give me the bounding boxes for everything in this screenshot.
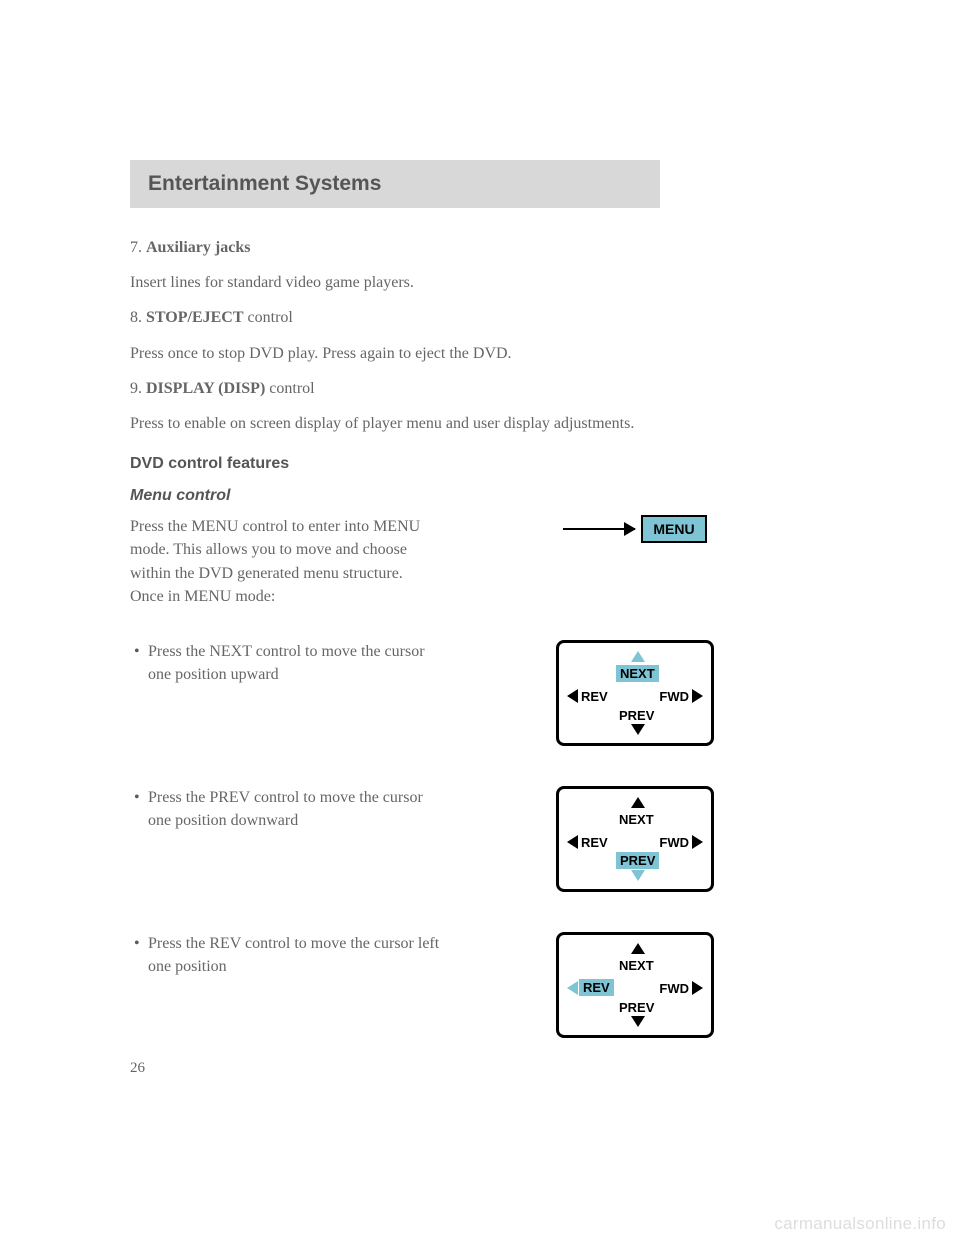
item-7-label: Auxiliary jacks — [146, 239, 250, 256]
dpad-next-label: NEXT — [616, 665, 659, 682]
section-title: DVD control features — [130, 455, 830, 473]
bullet-dot: • — [130, 640, 148, 663]
item-9-heading: 9. DISPLAY (DISP) control — [130, 377, 830, 400]
triangle-down-icon — [631, 1016, 645, 1027]
dpad-next-label: NEXT — [619, 959, 654, 972]
dpad-prev-label: PREV — [619, 1001, 654, 1014]
menu-row: Press the MENU control to enter into MEN… — [130, 515, 830, 608]
menu-button: MENU — [641, 515, 706, 543]
triangle-up-icon — [631, 651, 645, 662]
dpad-fwd-label: FWD — [659, 982, 689, 995]
dpad-prev-label: PREV — [619, 709, 654, 722]
dpad-graphic-next: NEXT REV FWD PREV — [440, 640, 830, 746]
triangle-down-icon — [631, 870, 645, 881]
page-number: 26 — [130, 1060, 145, 1077]
triangle-left-icon — [567, 689, 578, 703]
arrow-icon — [563, 528, 635, 530]
item-7-num: 7. — [130, 239, 142, 256]
item-9-suffix: control — [265, 380, 314, 397]
triangle-down-icon — [631, 724, 645, 735]
dpad-rev-label: REV — [581, 690, 608, 703]
bullet-row-rev: • Press the REV control to move the curs… — [130, 932, 830, 1038]
item-7-desc: Insert lines for standard video game pla… — [130, 271, 830, 294]
bullet-row-next: • Press the NEXT control to move the cur… — [130, 640, 830, 746]
bullet-2-text: Press the PREV control to move the curso… — [148, 786, 440, 832]
dpad-next-label: NEXT — [619, 813, 654, 826]
dpad-next: NEXT REV FWD PREV — [556, 640, 714, 746]
triangle-up-icon — [631, 943, 645, 954]
bullet-dot: • — [130, 786, 148, 809]
triangle-left-icon — [567, 835, 578, 849]
dpad-rev: NEXT REV FWD PREV — [556, 932, 714, 1038]
dpad-fwd-label: FWD — [659, 836, 689, 849]
item-9-desc: Press to enable on screen display of pla… — [130, 412, 830, 435]
item-8-label: STOP/EJECT — [146, 309, 244, 326]
triangle-right-icon — [692, 835, 703, 849]
dpad-graphic-prev: NEXT REV FWD PREV — [440, 786, 830, 892]
page-content: Entertainment Systems 7. Auxiliary jacks… — [0, 0, 960, 1038]
bullet-1-text: Press the NEXT control to move the curso… — [148, 640, 440, 686]
dpad-prev: NEXT REV FWD PREV — [556, 786, 714, 892]
bullet-3-text: Press the REV control to move the cursor… — [148, 932, 440, 978]
menu-graphic: MENU — [440, 515, 830, 543]
triangle-up-icon — [631, 797, 645, 808]
item-8-heading: 8. STOP/EJECT control — [130, 306, 830, 329]
triangle-left-icon — [567, 981, 578, 995]
item-9-label: DISPLAY (DISP) — [146, 380, 265, 397]
dpad-prev-label: PREV — [616, 852, 659, 869]
header-title: Entertainment Systems — [148, 172, 642, 196]
item-8-desc: Press once to stop DVD play. Press again… — [130, 342, 830, 365]
watermark: carmanualsonline.info — [774, 1214, 946, 1234]
item-8-num: 8. — [130, 309, 142, 326]
dpad-graphic-rev: NEXT REV FWD PREV — [440, 932, 830, 1038]
dpad-fwd-label: FWD — [659, 690, 689, 703]
bullet-row-prev: • Press the PREV control to move the cur… — [130, 786, 830, 892]
item-7-heading: 7. Auxiliary jacks — [130, 236, 830, 259]
dpad-rev-label: REV — [579, 979, 614, 996]
menu-figure: MENU — [563, 515, 706, 543]
triangle-right-icon — [692, 981, 703, 995]
item-9-num: 9. — [130, 380, 142, 397]
triangle-right-icon — [692, 689, 703, 703]
menu-para: Press the MENU control to enter into MEN… — [130, 515, 440, 608]
menu-subhead: Menu control — [130, 487, 830, 505]
dpad-rev-label: REV — [581, 836, 608, 849]
bullet-dot: • — [130, 932, 148, 955]
header-bar: Entertainment Systems — [130, 160, 660, 208]
item-8-suffix: control — [244, 309, 293, 326]
